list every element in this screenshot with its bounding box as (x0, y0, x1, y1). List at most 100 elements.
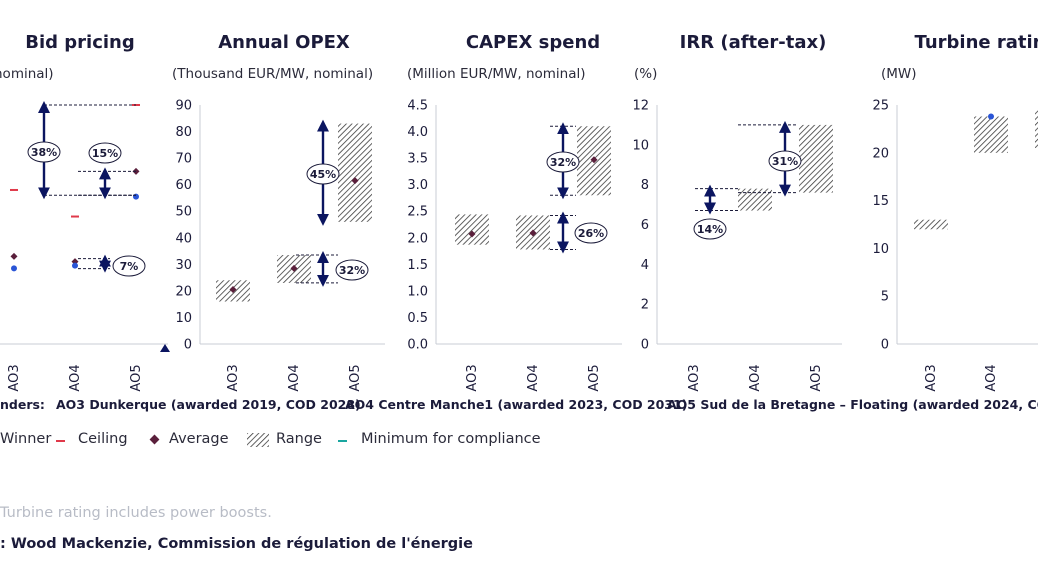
bid-7-label: 7% (120, 260, 139, 273)
range-box-ao4 (974, 116, 1008, 153)
y-tick-label: 4.0 (407, 125, 428, 140)
bid-15-badge (88, 142, 122, 164)
y-tick-label: 70 (175, 152, 192, 167)
winner-marker (72, 262, 78, 269)
range-box-ao3 (914, 219, 948, 230)
legend-range: Range (276, 431, 322, 447)
y-tick-label: 10 (632, 138, 649, 153)
y-tick-label: 1.5 (407, 258, 428, 273)
category-label-ao3: AO3 (226, 364, 241, 391)
range-box-ao5 (799, 124, 833, 193)
legend-minimum: Minimum for compliance (361, 431, 541, 447)
chart-unit: (Thousand EUR/MW, nominal) (172, 66, 373, 82)
y-tick-label: 5 (881, 290, 889, 305)
chart-panel-3: CAPEX spend (Million EUR/MW, nominal) 0.0 0… (407, 32, 622, 392)
capex-32-label: 32% (550, 156, 576, 169)
winner-marker (133, 193, 139, 200)
capex-32-badge (546, 151, 580, 173)
y-tick-label: 3.5 (407, 152, 428, 167)
chart-title: CAPEX spend (466, 32, 600, 53)
chart-panel-1: Bid pricing nominal) AO3 AO4 AO5 (0, 32, 168, 392)
y-tick-label: 25 (872, 99, 889, 114)
winner-marker (988, 113, 994, 120)
y-tick-label: 60 (175, 178, 192, 193)
y-tick-label: 0 (184, 338, 192, 353)
average-marker (529, 229, 537, 237)
category-label-ao3: AO3 (687, 364, 702, 391)
category-label-ao3: AO3 (465, 364, 480, 391)
average-marker (468, 230, 476, 238)
y-tick-label: 4 (641, 258, 649, 273)
range-box-ao4 (738, 188, 772, 211)
y-tick-label: 80 (175, 125, 192, 140)
legend-average: Average (169, 431, 229, 447)
average-marker (590, 156, 598, 164)
y-tick-label: 4.5 (407, 99, 428, 114)
y-tick-label: 10 (872, 242, 889, 257)
average-marker (229, 286, 237, 294)
y-tick-label: 50 (175, 205, 192, 220)
category-label-ao4: AO4 (748, 364, 763, 391)
y-tick-label: 2.0 (407, 231, 428, 246)
range-box-ao5 (1035, 109, 1038, 149)
opex-32-label: 32% (339, 264, 365, 277)
opex-45-label: 45% (310, 168, 336, 181)
chart-unit: (%) (634, 66, 657, 82)
y-tick-label: 0.5 (407, 311, 428, 326)
y-tick-label: 0.0 (407, 338, 428, 353)
legend-range-icon (247, 433, 269, 447)
legend-ceiling: Ceiling (78, 431, 128, 447)
category-label-ao4: AO4 (287, 364, 302, 391)
average-marker (351, 177, 359, 185)
range-box-ao5 (338, 123, 372, 222)
y-tick-label: 40 (175, 231, 192, 246)
capex-26-label: 26% (578, 227, 604, 240)
tender-ao5: AO5 Sud de la Bretagne – Floating (award… (667, 397, 1038, 412)
average-marker (290, 264, 298, 272)
category-label-ao5: AO5 (809, 364, 824, 391)
legend-average-icon (149, 434, 160, 445)
opex-45-badge (306, 163, 340, 185)
bid-38-badge (27, 141, 61, 163)
chart-unit: nominal) (0, 66, 54, 82)
bid-15-label: 15% (92, 147, 118, 160)
charts-area: Bid pricing nominal) AO3 AO4 AO5 Annual OPEX (… (0, 32, 1038, 392)
tender-ao3: AO3 Dunkerque (awarded 2019, COD 2028) (56, 397, 361, 412)
bid-7-badge (112, 255, 146, 277)
y-tick-label: 2.5 (407, 205, 428, 220)
chart-panel-2: Annual OPEX (Thousand EUR/MW, nominal) 0 10… (172, 32, 385, 392)
annotations: 38% 15% 7% 45% 32% 32% 26% 14% 31% (27, 101, 802, 352)
irr-31-label: 31% (772, 155, 798, 168)
y-tick-label: 1.0 (407, 284, 428, 299)
category-label-ao3: AO3 (924, 364, 939, 391)
category-label-ao5: AO5 (129, 364, 144, 391)
category-label-ao5: AO5 (348, 364, 363, 391)
chart-title: Bid pricing (25, 32, 135, 53)
y-tick-label: 3.0 (407, 178, 428, 193)
y-tick-label: 8 (641, 178, 649, 193)
y-tick-label: 20 (175, 284, 192, 299)
y-tick-label: 20 (872, 146, 889, 161)
irr-31-badge (768, 150, 802, 172)
minimum-marker (160, 344, 170, 352)
y-tick-label: 2 (641, 298, 649, 313)
tender-ao4: AO4 Centre Manche1 (awarded 2023, COD 20… (345, 397, 688, 412)
range-box-ao3 (455, 214, 489, 245)
y-tick-label: 0 (641, 338, 649, 353)
y-tick-label: 90 (175, 99, 192, 114)
y-tick-label: 12 (632, 99, 649, 114)
footnote: Turbine rating includes power boosts. (0, 505, 272, 521)
y-tick-label: 0 (881, 338, 889, 353)
y-tick-label: 6 (641, 218, 649, 233)
legend-minimum-icon (338, 440, 347, 442)
average-marker (10, 252, 18, 260)
opex-32-badge (335, 259, 369, 281)
chart-title: Turbine ratin (915, 32, 1038, 53)
y-tick-label: 10 (175, 311, 192, 326)
capex-26-badge (574, 222, 608, 244)
category-label-ao3: AO3 (7, 364, 22, 391)
chart-panel-5: Turbine ratin(MW)0510152025AO3AO4AO5 (872, 32, 1038, 392)
irr-14-label: 14% (697, 223, 723, 236)
winner-marker (11, 265, 17, 272)
irr-14-badge (693, 218, 727, 240)
